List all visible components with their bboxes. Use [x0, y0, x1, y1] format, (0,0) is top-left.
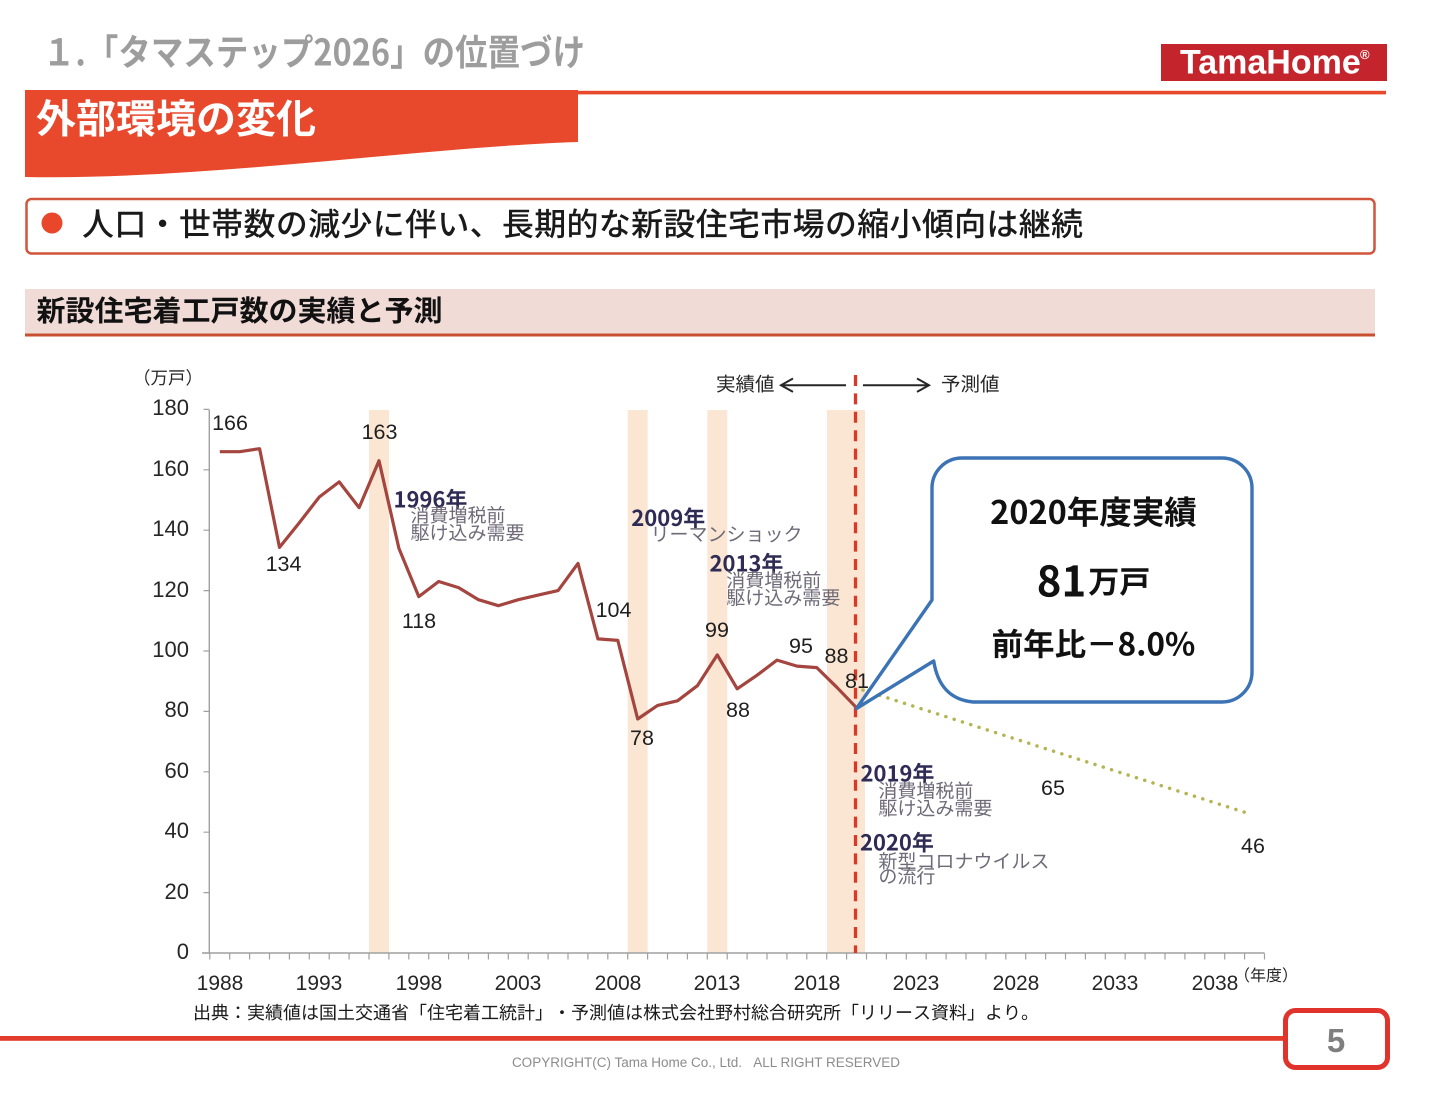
svg-text:65: 65	[1041, 776, 1065, 800]
svg-text:104: 104	[596, 598, 632, 622]
svg-text:163: 163	[362, 420, 398, 444]
svg-text:60: 60	[165, 758, 189, 783]
svg-text:100: 100	[152, 637, 189, 662]
svg-text:40: 40	[165, 818, 189, 843]
svg-text:120: 120	[152, 577, 189, 602]
svg-text:88: 88	[726, 698, 750, 722]
svg-text:0: 0	[177, 939, 189, 964]
svg-text:TamaHome: TamaHome	[1180, 44, 1361, 82]
svg-text:1988: 1988	[197, 972, 244, 995]
svg-text:166: 166	[212, 411, 248, 435]
svg-text:20: 20	[165, 879, 189, 904]
svg-text:81: 81	[845, 669, 869, 693]
svg-text:99: 99	[705, 618, 729, 642]
svg-text:180: 180	[152, 395, 189, 420]
svg-text:80: 80	[165, 697, 189, 722]
svg-text:46: 46	[1241, 834, 1265, 858]
svg-text:®: ®	[1360, 47, 1370, 62]
svg-text:COPYRIGHT(C) Tama Home Co., L: COPYRIGHT(C) Tama Home Co., Ltd. ALL RIG…	[512, 1055, 900, 1070]
svg-text:1998: 1998	[396, 972, 443, 995]
svg-text:118: 118	[402, 609, 436, 633]
svg-text:2028: 2028	[993, 972, 1040, 995]
svg-text:2033: 2033	[1092, 972, 1139, 995]
svg-text:140: 140	[152, 516, 189, 541]
svg-text:2018: 2018	[794, 972, 841, 995]
svg-text:2008: 2008	[595, 972, 642, 995]
svg-text:2038: 2038	[1192, 972, 1239, 995]
svg-text:2003: 2003	[495, 972, 542, 995]
svg-text:95: 95	[789, 634, 813, 658]
svg-text:88: 88	[825, 644, 849, 668]
svg-text:78: 78	[630, 726, 654, 750]
svg-text:134: 134	[266, 552, 302, 576]
svg-text:2013: 2013	[694, 972, 741, 995]
svg-text:160: 160	[152, 456, 189, 481]
svg-text:1993: 1993	[296, 972, 343, 995]
svg-text:5: 5	[1327, 1022, 1345, 1059]
svg-text:2023: 2023	[893, 972, 940, 995]
